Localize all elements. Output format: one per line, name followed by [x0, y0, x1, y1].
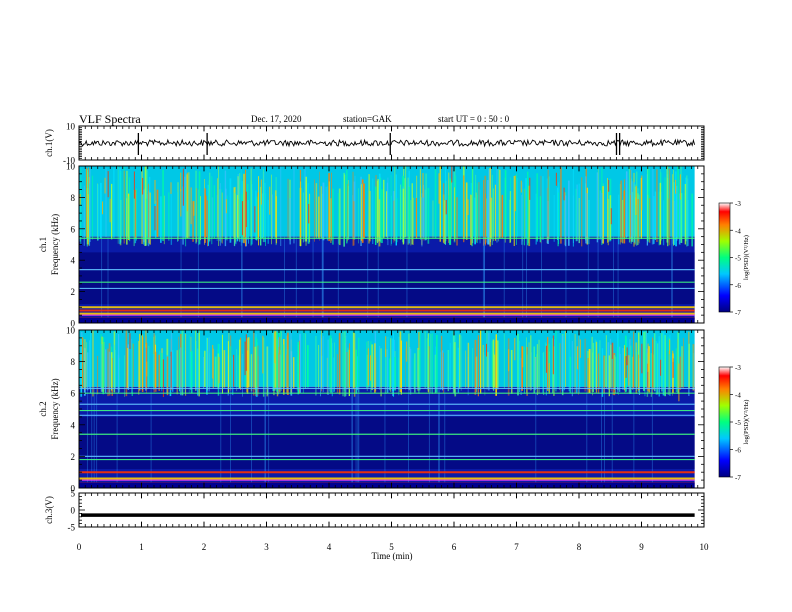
x-minor-ticks [78, 493, 705, 527]
station-label: station=GAK [343, 114, 392, 124]
colorbar-tick-label: -7 [735, 309, 741, 317]
y-tick-label: -10 [63, 156, 75, 166]
colorbar-tick-label: -7 [735, 474, 741, 482]
x-tick-label: 6 [452, 542, 457, 552]
y-axis-label: ch.2 [38, 401, 48, 416]
date-label: Dec. 17, 2020 [251, 114, 302, 124]
ch1-waveform-line [78, 138, 696, 148]
x-tick-label: 4 [327, 542, 332, 552]
x-tick-label: 0 [77, 542, 82, 552]
y-tick-label: 8 [71, 193, 76, 203]
x-tick-label: 10 [700, 542, 710, 552]
colorbar-scale [718, 366, 731, 478]
x-tick-label: 9 [639, 542, 644, 552]
colorbar-tick-label: -3 [735, 200, 741, 208]
y-ticks: 10 -10 [63, 122, 704, 166]
y-ticks: 5 0 -5 [68, 489, 704, 533]
y-tick-label: 0 [71, 484, 76, 494]
colorbar-scale [718, 202, 731, 313]
y-axis-label: Frequency (kHz) [50, 378, 60, 439]
colorbar-tick-label: -6 [735, 282, 741, 290]
spectrogram-2 [79, 166, 695, 323]
y-tick-label: 8 [71, 357, 76, 367]
y-axis-label: ch.1(V) [44, 129, 54, 157]
colorbar-3: -3 -4 -5 -6 -7 log(PSD)(V²/Hz) [718, 364, 750, 482]
y-axis-label: ch.3(V) [44, 496, 54, 524]
y-tick-label: 6 [71, 224, 76, 234]
bottom-band [79, 317, 695, 323]
colorbar-2: -3 -4 -5 -6 -7 log(PSD)(V²/Hz) [718, 200, 750, 317]
x-tick-label: 7 [514, 542, 519, 552]
y-tick-label: 0 [71, 506, 76, 516]
colorbar-tick-label: -4 [735, 392, 741, 400]
y-ticks: 0 2 4 6 8 10 [66, 326, 704, 494]
colorbar-label: log(PSD)(V²/Hz) [743, 235, 750, 280]
colorbar-label: log(PSD)(V²/Hz) [743, 400, 750, 445]
y-tick-label: 2 [71, 287, 76, 297]
plot-title: VLF Spectra [79, 112, 141, 126]
x-tick-label: 3 [264, 542, 269, 552]
y-tick-label: 0 [71, 319, 76, 329]
colorbar-tick-label: -5 [735, 255, 741, 263]
x-tick-label: 5 [389, 542, 394, 552]
x-axis-label: Time (min) [372, 551, 413, 561]
y-tick-label: 4 [71, 420, 76, 430]
y-tick-label: 2 [71, 452, 76, 462]
y-tick-label: 5 [71, 489, 76, 499]
dark-region [79, 252, 695, 305]
x-minor-ticks [78, 126, 705, 160]
colorbar-tick-label: -6 [735, 447, 741, 455]
colorbar-tick-label: -3 [735, 364, 741, 372]
ch1-trace [78, 133, 696, 155]
colorbar-tick-label: -4 [735, 227, 741, 235]
x-tick-label: 8 [577, 542, 582, 552]
y-tick-label: 10 [66, 162, 76, 172]
x-tick-label: 1 [139, 542, 144, 552]
x-minor-ticks [78, 330, 705, 488]
y-tick-label: 10 [66, 122, 76, 132]
start-time-label: start UT = 0 : 50 : 0 [438, 114, 510, 124]
bottom-band [79, 482, 695, 488]
dark-region [79, 416, 695, 470]
spectrogram-3 [79, 330, 695, 488]
x-minor-ticks [78, 166, 705, 323]
y-axis-label: Frequency (kHz) [50, 214, 60, 275]
y-tick-label: 10 [66, 326, 76, 336]
y-tick-label: 6 [71, 389, 76, 399]
y-ticks: 0 2 4 6 8 10 [66, 162, 704, 329]
y-tick-label: 4 [71, 256, 76, 266]
y-axis-label: ch.1 [38, 237, 48, 252]
colorbar-tick-label: -5 [735, 419, 741, 427]
y-tick-label: -5 [68, 523, 76, 533]
x-tick-label: 2 [202, 542, 207, 552]
